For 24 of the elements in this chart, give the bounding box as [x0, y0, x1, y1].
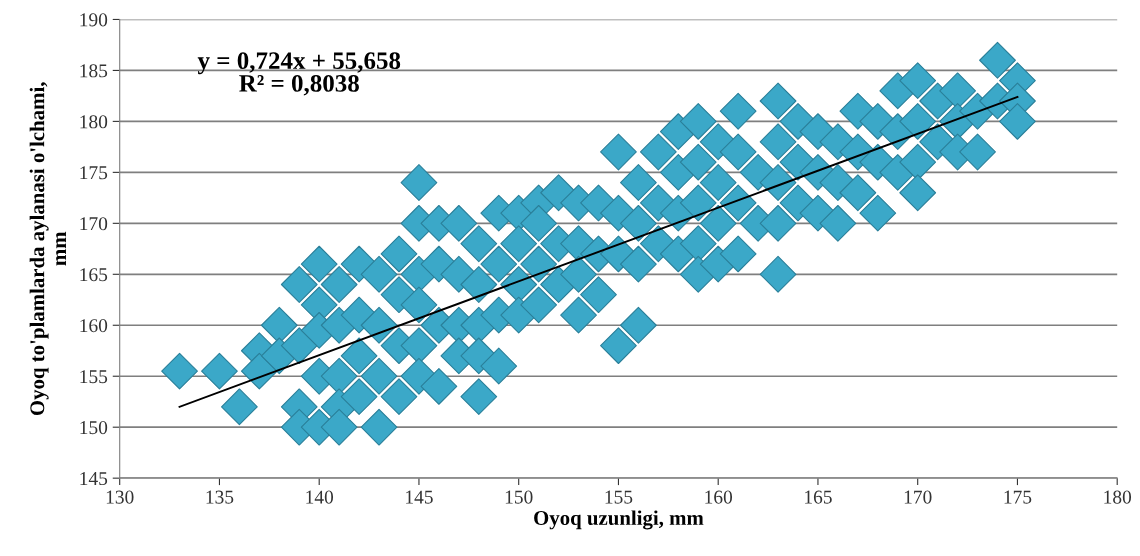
x-tick-label: 170	[904, 490, 932, 504]
y-tick-label: 185	[80, 64, 108, 78]
x-tick-label: 180	[1104, 490, 1132, 504]
x-tick-label: 165	[805, 490, 832, 504]
annotation: y = 0,724x + 55,658 R² = 0,8038	[197, 52, 401, 96]
x-axis-title: Oyoq uzunligi, mm	[534, 510, 704, 530]
x-tick-label: 150	[505, 490, 533, 504]
y-axis-title: Oyoq to'plamlarda aylanasi o'lchami, mm	[29, 82, 66, 416]
y-tick-label: 150	[80, 421, 108, 435]
x-tick-label: 145	[406, 490, 433, 504]
x-tick-label: 140	[306, 490, 334, 504]
y-tick-label: 170	[80, 217, 108, 231]
x-tick-label: 160	[705, 490, 733, 504]
y-tick-label: 145	[80, 472, 108, 486]
y-tick-label: 175	[80, 166, 108, 180]
x-tick-label: 155	[605, 490, 633, 504]
x-tick-label: 130	[106, 490, 134, 504]
y-tick-label: 165	[80, 268, 108, 282]
y-tick-label: 180	[80, 115, 108, 129]
x-tick-label: 135	[206, 490, 234, 504]
y-tick-label: 190	[80, 13, 108, 27]
y-tick-label: 160	[80, 319, 108, 333]
y-tick-label: 155	[80, 370, 108, 384]
x-tick-label: 175	[1004, 490, 1032, 504]
